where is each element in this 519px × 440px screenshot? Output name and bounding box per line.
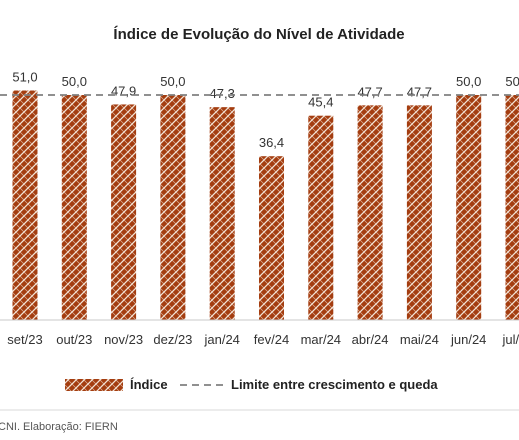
data-label-nov-23: 47,9 [111, 83, 136, 98]
bar-mar-24 [308, 115, 334, 320]
data-label-mai-24: 47,7 [407, 84, 432, 99]
data-label-jul-24: 50,0 [505, 74, 519, 89]
x-tick-out-23: out/23 [56, 332, 92, 347]
legend: Índice Limite entre crescimento e queda [65, 377, 438, 392]
x-tick-mai-24: mai/24 [400, 332, 439, 347]
bar-abr-24 [357, 105, 383, 320]
bar-nov-23 [111, 104, 137, 320]
x-tick-mar-24: mar/24 [301, 332, 341, 347]
x-tick-jun-24: jun/24 [450, 332, 486, 347]
x-tick-dez-23: dez/23 [153, 332, 192, 347]
data-label-out-23: 50,0 [62, 74, 87, 89]
bar-dez-23 [160, 95, 186, 320]
x-tick-nov-23: nov/23 [104, 332, 143, 347]
bar-jun-24 [456, 95, 482, 320]
legend-label-indice: Índice [130, 377, 168, 392]
legend-label-reference: Limite entre crescimento e queda [231, 377, 438, 392]
bars-group [12, 90, 519, 321]
data-labels-group: 51,0 50,0 47,9 50,0 47,3 36,4 45,4 47,7 47,7 50,0… [12, 70, 519, 151]
bar-out-23 [61, 95, 87, 320]
x-tick-abr-24: abr/24 [352, 332, 389, 347]
x-tick-set-23: set/23 [7, 332, 42, 347]
bar-jan-24 [209, 107, 235, 321]
data-label-set-23: 51,0 [12, 70, 37, 85]
data-label-mar-24: 45,4 [308, 95, 333, 110]
data-label-fev-24: 36,4 [259, 135, 284, 150]
bar-fev-24 [259, 156, 284, 320]
x-tick-jan-24: jan/24 [203, 332, 239, 347]
x-tick-fev-24: fev/24 [254, 332, 289, 347]
bar-set-23 [12, 90, 38, 320]
data-label-dez-23: 50,0 [160, 74, 185, 89]
data-label-jun-24: 50,0 [456, 74, 481, 89]
chart-title: Índice de Evolução do Nível de Atividade [113, 26, 404, 43]
x-tick-labels-group: set/23 out/23 nov/23 dez/23 jan/24 fev/24 mar/… [7, 332, 519, 347]
data-label-abr-24: 47,7 [357, 84, 382, 99]
source-note: CNI. Elaboração: FIERN [0, 421, 118, 433]
x-tick-jul-24: jul/24 [501, 332, 519, 347]
legend-swatch-indice [65, 379, 123, 391]
bar-jul-24 [505, 95, 519, 320]
bar-mai-24 [406, 105, 432, 320]
data-label-jan-24: 47,3 [210, 86, 235, 101]
